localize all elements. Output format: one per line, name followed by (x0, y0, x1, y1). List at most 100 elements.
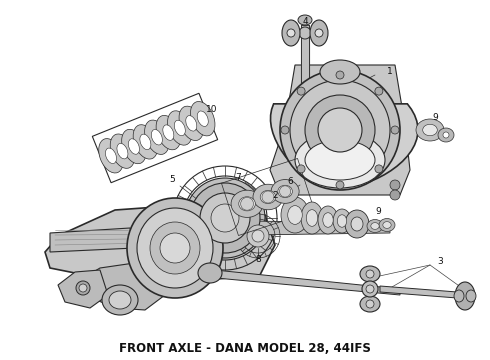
Ellipse shape (333, 209, 351, 233)
Ellipse shape (280, 70, 400, 190)
Ellipse shape (253, 184, 283, 210)
Ellipse shape (174, 120, 185, 136)
Polygon shape (45, 205, 275, 282)
Ellipse shape (366, 270, 374, 278)
Ellipse shape (383, 222, 391, 228)
Polygon shape (248, 221, 390, 235)
Ellipse shape (366, 285, 374, 293)
Ellipse shape (281, 197, 309, 233)
Ellipse shape (371, 222, 379, 229)
Ellipse shape (128, 139, 140, 154)
Ellipse shape (145, 120, 169, 154)
Text: FRONT AXLE - DANA MODEL 28, 44IFS: FRONT AXLE - DANA MODEL 28, 44IFS (119, 342, 371, 355)
Ellipse shape (156, 116, 180, 150)
Ellipse shape (271, 180, 299, 203)
Text: 6: 6 (287, 177, 293, 186)
Ellipse shape (76, 281, 90, 295)
Ellipse shape (455, 282, 475, 310)
Ellipse shape (163, 125, 174, 140)
Ellipse shape (137, 208, 213, 288)
Ellipse shape (318, 206, 338, 234)
Ellipse shape (262, 191, 274, 203)
Ellipse shape (391, 126, 399, 134)
Text: 9: 9 (375, 207, 381, 216)
Ellipse shape (336, 181, 344, 189)
Ellipse shape (102, 285, 138, 315)
Ellipse shape (252, 230, 264, 242)
Ellipse shape (390, 190, 400, 200)
Ellipse shape (345, 210, 369, 238)
Text: 2: 2 (272, 190, 278, 199)
Ellipse shape (362, 281, 378, 297)
Ellipse shape (109, 291, 131, 309)
Ellipse shape (98, 139, 123, 173)
Text: 10: 10 (206, 105, 218, 114)
Ellipse shape (315, 29, 323, 37)
Text: 8: 8 (255, 256, 261, 265)
Ellipse shape (288, 206, 302, 224)
Ellipse shape (360, 266, 380, 282)
Ellipse shape (280, 190, 290, 200)
Ellipse shape (239, 197, 255, 211)
Polygon shape (205, 269, 400, 295)
Ellipse shape (305, 95, 375, 165)
Ellipse shape (150, 222, 200, 274)
Ellipse shape (117, 143, 128, 159)
Ellipse shape (337, 215, 347, 227)
Ellipse shape (454, 290, 464, 302)
Ellipse shape (198, 263, 222, 283)
Ellipse shape (197, 111, 208, 126)
Ellipse shape (301, 202, 323, 234)
Ellipse shape (151, 130, 162, 145)
Ellipse shape (168, 111, 192, 145)
Ellipse shape (290, 80, 390, 180)
Ellipse shape (351, 217, 363, 231)
Ellipse shape (297, 165, 305, 173)
Polygon shape (80, 260, 165, 310)
Polygon shape (380, 286, 470, 299)
Text: 5: 5 (169, 175, 175, 184)
Ellipse shape (247, 225, 269, 247)
Ellipse shape (390, 180, 400, 190)
Ellipse shape (318, 108, 362, 152)
Ellipse shape (160, 233, 190, 263)
Polygon shape (301, 25, 309, 95)
Text: 9: 9 (432, 113, 438, 122)
Ellipse shape (295, 132, 385, 188)
Text: 4: 4 (302, 18, 308, 27)
Ellipse shape (320, 60, 360, 84)
Ellipse shape (278, 185, 293, 198)
Bar (92, 93, 218, 183)
Polygon shape (50, 228, 135, 252)
Ellipse shape (299, 27, 311, 39)
Ellipse shape (186, 116, 197, 131)
Ellipse shape (375, 87, 383, 95)
Ellipse shape (190, 183, 260, 253)
Bar (221, 158, 315, 235)
Ellipse shape (323, 213, 333, 227)
Ellipse shape (200, 193, 250, 243)
Ellipse shape (127, 198, 223, 298)
Ellipse shape (416, 119, 444, 141)
Ellipse shape (260, 190, 276, 204)
Ellipse shape (443, 132, 449, 138)
Ellipse shape (379, 219, 395, 231)
Ellipse shape (122, 129, 146, 164)
Ellipse shape (133, 125, 158, 159)
Ellipse shape (466, 290, 476, 302)
Ellipse shape (360, 296, 380, 312)
Ellipse shape (336, 71, 344, 79)
Ellipse shape (185, 178, 265, 258)
Ellipse shape (79, 284, 87, 292)
Ellipse shape (231, 190, 263, 217)
Ellipse shape (281, 126, 289, 134)
Ellipse shape (306, 210, 318, 226)
Text: 7: 7 (235, 174, 241, 183)
Ellipse shape (366, 300, 374, 308)
Text: 1: 1 (387, 68, 393, 77)
Ellipse shape (438, 128, 454, 142)
Ellipse shape (211, 204, 239, 232)
Ellipse shape (282, 20, 300, 46)
Ellipse shape (423, 124, 437, 136)
Ellipse shape (367, 220, 383, 233)
